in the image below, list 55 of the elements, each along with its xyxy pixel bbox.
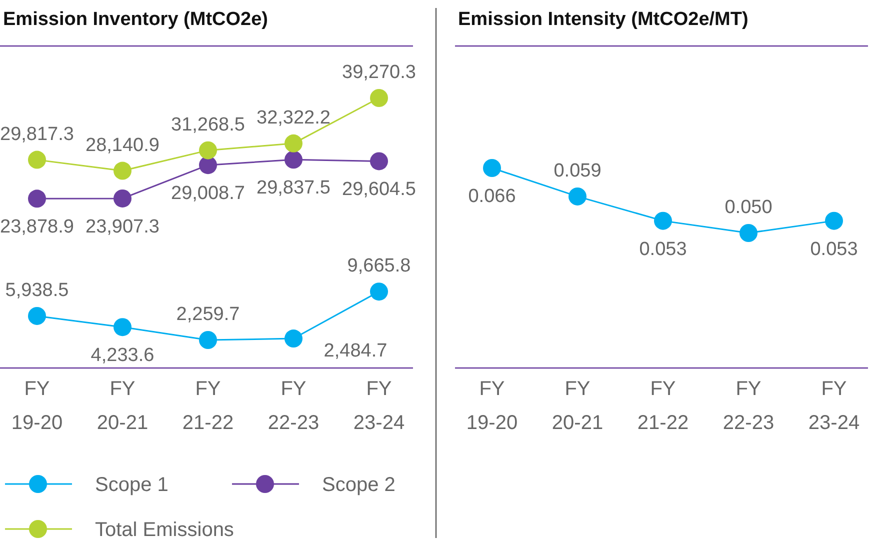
data-label: 29,837.5 [256,178,330,199]
point [654,212,672,230]
point [284,330,302,348]
point [114,318,132,336]
data-label: 23,878.9 [0,216,74,238]
x-tick-label: FY 20-21 [552,378,604,434]
data-label: 2,484.7 [324,340,388,362]
data-label: 23,907.3 [86,216,160,238]
chart-title: Emission Inventory (MtCO2e) [3,9,268,30]
x-tick-label: FY 19-20 [466,378,518,434]
x-tick-label: FY 21-22 [637,378,689,434]
data-label: 29,817.3 [0,124,74,145]
point [199,141,217,160]
data-label: 9,665.8 [347,256,411,277]
data-label: 0.053 [810,238,858,260]
point [568,187,586,206]
x-tick-label: FY 20-21 [96,378,148,434]
data-label: 31,268.5 [171,114,245,136]
data-label: 0.053 [639,238,687,260]
data-label: 0.066 [468,186,516,207]
data-label: 28,140.9 [86,134,160,156]
point [370,152,388,170]
point [483,159,501,177]
x-tick-label: FY 21-22 [182,378,234,434]
point [199,156,217,174]
point [284,134,302,152]
chart-title: Emission Intensity (MtCO2e/MT) [458,9,748,30]
data-label: 5,938.5 [5,280,69,301]
point [28,306,46,325]
legend-label: Scope 1 [95,474,168,496]
point [284,150,302,169]
data-label: 29,604.5 [342,179,416,200]
point [114,189,132,208]
data-label: 29,008.7 [171,183,245,204]
x-tick-label: FY 22-23 [722,378,774,434]
point [28,190,46,208]
x-tick-label: FY 22-23 [268,378,320,434]
point [740,224,758,242]
data-label: 0.050 [724,197,772,218]
point [825,212,843,230]
point [370,282,388,301]
data-label: 4,233.6 [90,345,154,366]
point [370,89,388,107]
data-label: 39,270.3 [342,62,416,83]
data-label: 0.059 [554,160,602,182]
x-tick-label: FY 19-20 [11,378,63,434]
legend-label: Total Emissions [95,519,234,541]
data-label: 32,322.2 [256,107,330,128]
x-tick-label: FY 23-24 [808,378,860,434]
legend-label: Scope 2 [322,474,396,496]
point [28,150,46,169]
data-label: 2,259.7 [176,304,240,325]
x-tick-label: FY 23-24 [353,378,405,434]
point [114,162,132,180]
point [199,331,217,349]
